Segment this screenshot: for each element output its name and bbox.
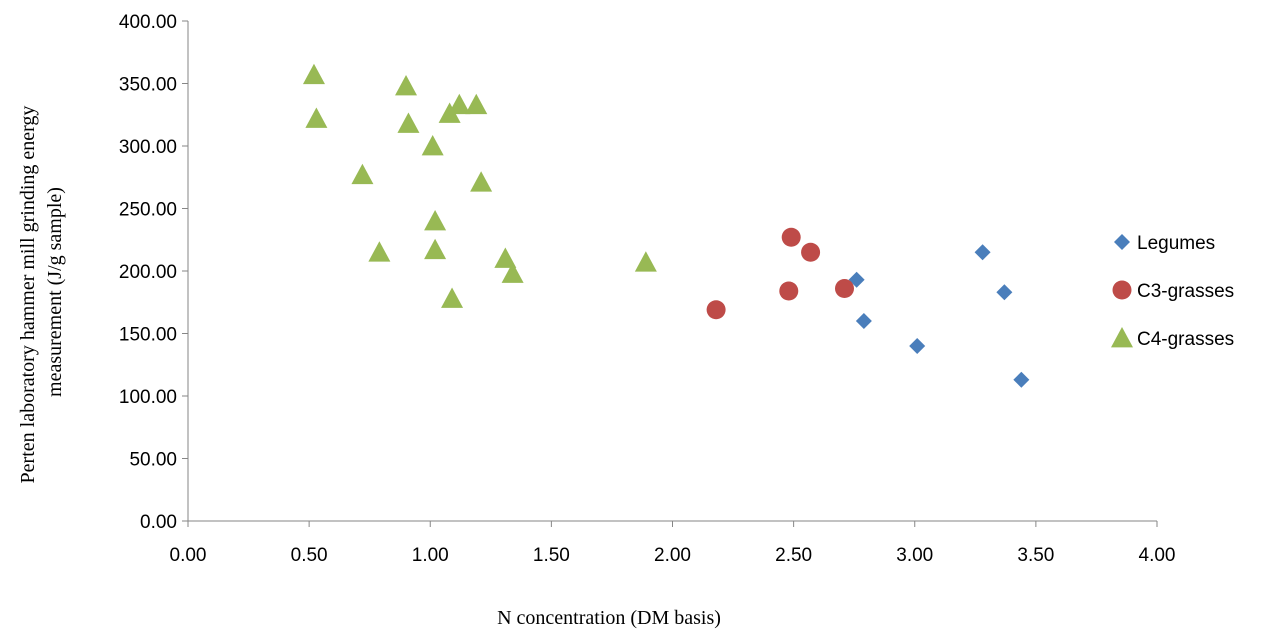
data-point-legumes (909, 338, 926, 354)
data-point-c4-grasses (395, 75, 418, 96)
y-tick-label: 100.00 (119, 387, 177, 408)
y-axis-title-line-1: Perten laboratory hammer mill grinding e… (17, 106, 39, 484)
y-tick-label: 0.00 (140, 512, 177, 533)
data-point-c4-grasses (397, 112, 420, 133)
x-tick-label: 3.00 (896, 545, 933, 566)
legend-label-c3-grasses: C3-grasses (1137, 281, 1234, 302)
data-point-c4-grasses (421, 135, 444, 156)
data-point-c4-grasses (305, 107, 328, 128)
legend-item-legumes: Legumes (1114, 233, 1215, 254)
x-tick-label: 2.00 (654, 545, 691, 566)
legend-marker-c4-grasses (1111, 327, 1133, 348)
legend-label-legumes: Legumes (1137, 233, 1215, 254)
data-point-c4-grasses (441, 287, 464, 308)
y-tick-label: 400.00 (119, 12, 177, 33)
y-tick-label: 50.00 (129, 450, 177, 471)
legend-item-c3-grasses: C3-grasses (1112, 280, 1234, 302)
x-tick-label: 0.00 (170, 545, 207, 566)
data-point-c4-grasses (465, 93, 488, 115)
y-tick-label: 350.00 (119, 75, 177, 96)
series-legumes (848, 244, 1030, 388)
data-point-c3-grasses (781, 227, 801, 247)
data-point-c4-grasses (634, 251, 657, 272)
data-point-c4-grasses (470, 171, 493, 192)
y-tick-label: 150.00 (119, 325, 177, 346)
data-point-legumes (1013, 371, 1030, 388)
x-tick-label: 4.00 (1139, 545, 1176, 566)
x-axis-title: N concentration (DM basis) (497, 607, 721, 629)
data-point-c4-grasses (368, 241, 391, 262)
x-tick-label: 2.50 (775, 545, 812, 566)
y-axis-title-line-2: measurement (J/g sample) (44, 187, 66, 397)
legend: Legumes C3-grasses C4-grasses (1111, 233, 1234, 350)
data-points (302, 63, 1030, 388)
data-point-c3-grasses (706, 300, 726, 320)
legend-item-c4-grasses: C4-grasses (1111, 327, 1234, 350)
series-c4-grasses (302, 63, 657, 308)
legend-marker-legumes (1114, 234, 1130, 250)
y-tick-label: 200.00 (119, 262, 177, 283)
data-point-c4-grasses (424, 210, 447, 231)
data-point-c3-grasses (834, 279, 854, 298)
x-tick-label: 3.50 (1017, 545, 1054, 566)
y-tick-label: 250.00 (119, 200, 177, 221)
y-axis-title: Perten laboratory hammer mill grinding e… (17, 101, 66, 484)
data-point-c4-grasses (494, 247, 517, 268)
data-point-c4-grasses (501, 262, 524, 283)
legend-marker-c3-grasses (1112, 280, 1132, 300)
series-c3-grasses (706, 227, 854, 320)
data-point-c4-grasses (351, 163, 374, 185)
data-point-c4-grasses (448, 93, 471, 115)
legend-label-c4-grasses: C4-grasses (1137, 329, 1234, 350)
data-point-c4-grasses (424, 238, 447, 260)
x-tick-label: 1.00 (412, 545, 449, 566)
data-point-c3-grasses (801, 242, 821, 262)
y-tick-label: 300.00 (119, 137, 177, 158)
axes: 0.00 50.00 100.00 150.00 200.00 250.00 300.00 3… (119, 12, 1176, 566)
data-point-legumes (974, 244, 991, 261)
data-point-legumes (996, 284, 1013, 301)
data-point-legumes (855, 313, 872, 329)
x-tick-label: 0.50 (291, 545, 328, 566)
data-point-c4-grasses (302, 63, 325, 85)
data-point-c3-grasses (779, 281, 799, 301)
x-tick-label: 1.50 (533, 545, 570, 566)
